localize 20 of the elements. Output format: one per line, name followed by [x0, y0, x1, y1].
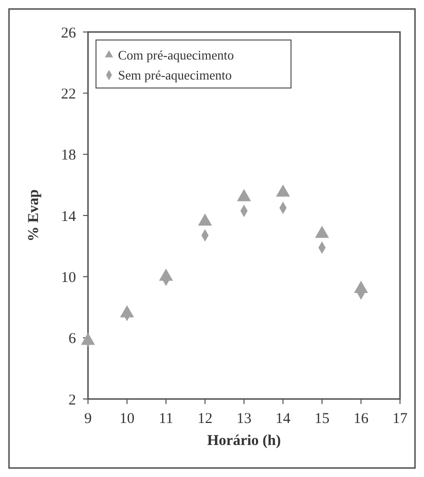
- x-tick-label: 10: [120, 411, 134, 427]
- y-tick-label: 2: [68, 392, 76, 408]
- legend-label: Com pré-aquecimento: [118, 48, 234, 63]
- x-tick-label: 15: [314, 411, 330, 427]
- y-tick-label: 18: [61, 148, 76, 164]
- x-tick-label: 13: [236, 411, 252, 427]
- x-tick-label: 9: [84, 411, 92, 427]
- x-tick-label: 17: [392, 411, 408, 427]
- x-tick-label: 11: [158, 411, 174, 427]
- x-axis-title: Horário (h): [207, 433, 281, 449]
- y-tick-label: 22: [61, 86, 76, 102]
- y-tick-label: 26: [61, 25, 76, 42]
- x-tick-label: 12: [198, 411, 212, 427]
- y-tick-label: 10: [61, 270, 76, 286]
- y-axis-title: % Evap: [26, 189, 42, 242]
- y-tick-label: 6: [68, 331, 76, 348]
- x-tick-label: 14: [276, 411, 291, 427]
- y-tick-label: 14: [61, 208, 76, 225]
- legend-label: Sem pré-aquecimento: [118, 68, 232, 83]
- x-tick-label: 16: [354, 411, 369, 427]
